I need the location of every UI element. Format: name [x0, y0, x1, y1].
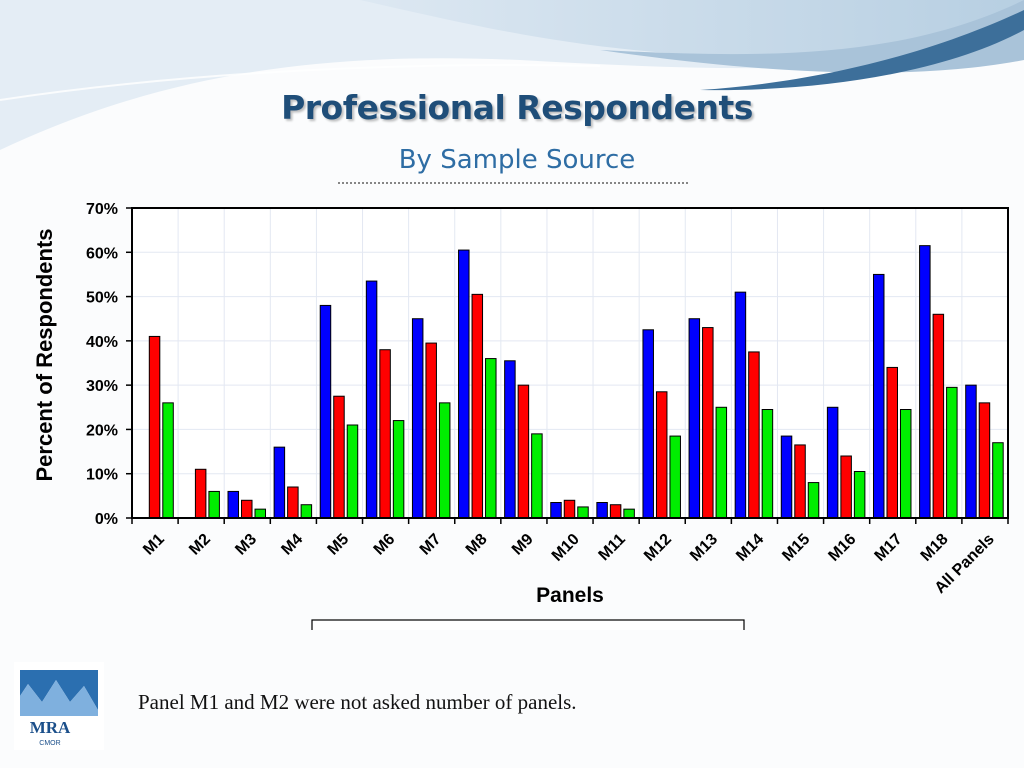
bar-m14-series-2 [748, 351, 760, 519]
bar-m4-series-2 [287, 486, 299, 519]
x-tick-label: M16 [825, 531, 859, 565]
mra-logo: MRA CMOR [14, 662, 104, 750]
bar-all-panels-series-2 [978, 402, 991, 519]
bar-m13-series-2 [702, 327, 714, 519]
legend-label: >30 Surveys [613, 627, 713, 630]
bar-m16-series-1 [826, 406, 839, 519]
bar-m11-series-1 [596, 502, 608, 519]
bar-m4-series-3 [300, 504, 313, 519]
bar-m3-series-1 [227, 490, 240, 519]
bar-m18-series-3 [946, 386, 958, 519]
x-tick-label: M3 [232, 531, 260, 559]
y-tick-label: 30% [86, 378, 118, 395]
bar-m7-series-1 [411, 318, 424, 519]
bar-m5-series-3 [346, 424, 359, 519]
bar-m12-series-3 [669, 435, 681, 519]
bar-m15-series-2 [794, 444, 806, 519]
x-tick-label: M14 [733, 531, 767, 565]
legend-box [311, 619, 745, 630]
x-tick-label: M18 [918, 531, 952, 565]
bar-m5-series-2 [333, 395, 345, 519]
bar-m8-series-2 [471, 293, 484, 519]
bar-m16-series-3 [853, 471, 866, 519]
x-tick-label: M17 [872, 531, 906, 565]
bar-m1-series-3 [162, 402, 174, 519]
x-tick-label: M5 [325, 531, 353, 559]
y-tick-label: 50% [86, 290, 118, 307]
bar-m6-series-1 [365, 280, 378, 519]
legend-label: Every Day [479, 627, 562, 630]
bar-m8-series-1 [458, 249, 470, 519]
bar-all-panels-series-1 [965, 384, 977, 519]
x-tick-label: M10 [549, 531, 583, 565]
bar-m15-series-3 [807, 482, 820, 519]
bar-m17-series-2 [886, 366, 898, 519]
x-tick-label: M7 [417, 531, 445, 559]
decorative-underline [338, 174, 688, 184]
bar-m1-series-2 [148, 335, 161, 519]
bar-chart: 0% 10% 20% 30% 40% 50% 60% 70% M1 M2 M3 M4 M5 M6 M7 M8… [32, 201, 1009, 630]
y-ticks: 0% 10% 20% 30% 40% 50% 60% 70% [86, 201, 132, 528]
bar-m9-series-2 [517, 384, 530, 519]
y-tick-label: 20% [86, 422, 118, 439]
bar-m14-series-1 [734, 291, 747, 519]
x-tick-label: M12 [641, 531, 675, 565]
bar-m10-series-3 [577, 506, 589, 519]
bar-m2-series-3 [208, 490, 220, 519]
bar-all-panels-series-3 [992, 442, 1004, 519]
slide-title: Professional Respondents [281, 88, 753, 127]
bar-m13-series-3 [715, 406, 728, 519]
y-axis-label: Percent of Respondents [32, 228, 57, 481]
bar-m16-series-2 [840, 455, 852, 519]
bar-m2-series-2 [194, 468, 207, 519]
x-tick-label: M6 [371, 531, 399, 559]
bar-m8-series-3 [485, 358, 497, 519]
bar-m17-series-1 [872, 273, 885, 519]
bar-m9-series-3 [531, 433, 543, 519]
x-tick-label: M11 [596, 531, 629, 564]
y-tick-label: 0% [95, 511, 118, 528]
bar-m13-series-1 [688, 318, 701, 519]
bar-m18-series-2 [932, 313, 945, 519]
bar-m7-series-2 [425, 342, 437, 519]
slide-subtitle: By Sample Source [398, 145, 636, 175]
x-tick-label: M2 [186, 531, 214, 559]
legend: >= 5 Panels Every Day >30 Surveys [311, 619, 745, 630]
bar-m14-series-3 [761, 409, 774, 519]
x-tick-label: M8 [463, 531, 491, 559]
bar-m17-series-3 [899, 409, 912, 519]
grid-layer [132, 208, 1008, 518]
bar-m6-series-3 [392, 420, 405, 519]
bar-m18-series-1 [919, 245, 931, 519]
legend-label: >= 5 Panels [339, 627, 433, 630]
svg-text:CMOR: CMOR [39, 740, 60, 747]
x-tick-label: M4 [278, 531, 306, 559]
bar-m12-series-1 [642, 329, 654, 519]
bar-m15-series-1 [780, 435, 793, 519]
plot-frame [131, 207, 1009, 519]
footnote: Panel M1 and M2 were not asked number of… [138, 690, 577, 714]
bar-m12-series-2 [655, 391, 668, 519]
bar-m6-series-2 [379, 349, 391, 519]
bar-m4-series-1 [273, 446, 286, 519]
y-tick-label: 60% [86, 245, 118, 262]
x-axis-label: Panels [536, 584, 604, 607]
bar-m11-series-2 [609, 504, 622, 519]
svg-text:MRA: MRA [30, 718, 71, 737]
bar-m10-series-1 [550, 502, 562, 519]
x-tick-label: M1 [140, 531, 168, 559]
bar-m10-series-2 [563, 499, 576, 519]
x-tick-label: M9 [509, 531, 537, 559]
y-tick-label: 10% [86, 467, 118, 484]
bar-m5-series-1 [319, 304, 332, 519]
x-tick-label: M13 [687, 531, 721, 565]
bar-m3-series-2 [241, 499, 253, 519]
bar-m9-series-1 [504, 360, 516, 519]
bar-m3-series-3 [254, 508, 267, 519]
x-tick-label: M15 [779, 531, 813, 565]
bar-m11-series-3 [623, 508, 635, 519]
bar-m7-series-3 [438, 402, 451, 519]
y-tick-label: 70% [86, 201, 118, 218]
y-tick-label: 40% [86, 334, 118, 351]
